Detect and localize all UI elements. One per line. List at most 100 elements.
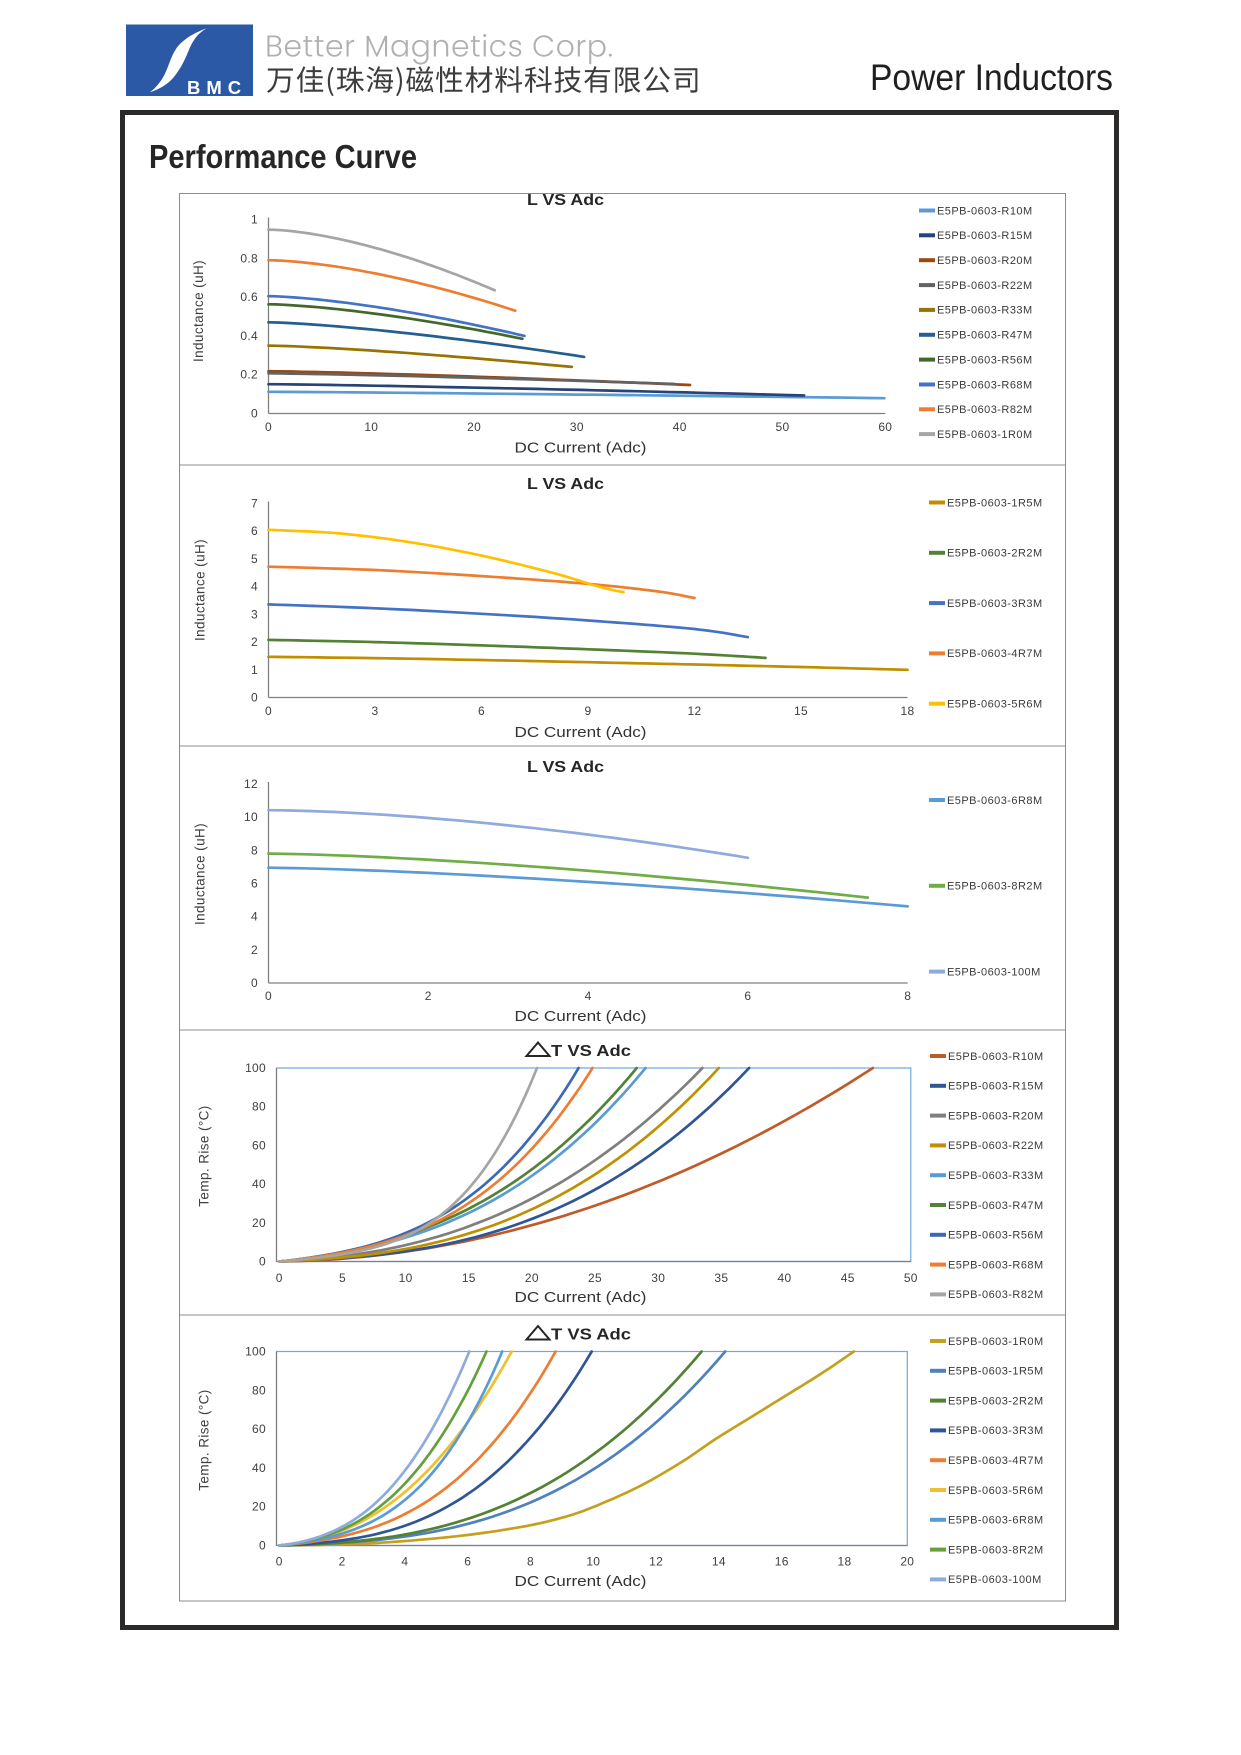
svg-text:E5PB-0603-R10M: E5PB-0603-R10M bbox=[937, 205, 1033, 217]
svg-text:Power Inductors: Power Inductors bbox=[870, 57, 1113, 98]
svg-text:E5PB-0603-100M: E5PB-0603-100M bbox=[948, 1574, 1042, 1586]
svg-text:Temp. Rise (°C): Temp. Rise (°C) bbox=[197, 1389, 212, 1490]
svg-text:20: 20 bbox=[525, 1271, 539, 1285]
svg-text:2: 2 bbox=[339, 1555, 346, 1569]
svg-text:80: 80 bbox=[252, 1100, 266, 1114]
svg-text:DC Current (Adc): DC Current (Adc) bbox=[515, 441, 647, 457]
svg-text:25: 25 bbox=[588, 1271, 602, 1285]
svg-text:E5PB-0603-1R0M: E5PB-0603-1R0M bbox=[937, 429, 1033, 441]
svg-text:E5PB-0603-R22M: E5PB-0603-R22M bbox=[948, 1140, 1044, 1152]
svg-text:20: 20 bbox=[252, 1500, 266, 1514]
svg-text:12: 12 bbox=[244, 777, 258, 791]
svg-text:40: 40 bbox=[778, 1271, 792, 1285]
svg-text:L VS Adc: L VS Adc bbox=[527, 476, 604, 493]
svg-text:DC Current (Adc): DC Current (Adc) bbox=[515, 1290, 647, 1306]
svg-text:4: 4 bbox=[251, 910, 258, 924]
svg-text:0: 0 bbox=[276, 1555, 283, 1569]
svg-text:45: 45 bbox=[841, 1271, 855, 1285]
svg-text:10: 10 bbox=[244, 810, 258, 824]
svg-text:L VS Adc: L VS Adc bbox=[527, 759, 604, 776]
svg-text:1: 1 bbox=[251, 213, 258, 227]
svg-text:5: 5 bbox=[251, 552, 258, 566]
svg-text:0: 0 bbox=[265, 704, 272, 718]
svg-text:0: 0 bbox=[276, 1271, 283, 1285]
svg-text:E5PB-0603-R68M: E5PB-0603-R68M bbox=[937, 379, 1033, 391]
svg-text:10: 10 bbox=[399, 1271, 413, 1285]
svg-text:6: 6 bbox=[251, 524, 258, 538]
svg-text:T VS Adc: T VS Adc bbox=[551, 1043, 631, 1060]
svg-text:T VS Adc: T VS Adc bbox=[551, 1327, 631, 1344]
svg-text:0.6: 0.6 bbox=[240, 290, 258, 304]
svg-text:E5PB-0603-R82M: E5PB-0603-R82M bbox=[948, 1289, 1044, 1301]
svg-text:60: 60 bbox=[252, 1422, 266, 1436]
svg-text:9: 9 bbox=[585, 704, 592, 718]
svg-text:4: 4 bbox=[401, 1555, 408, 1569]
svg-text:3: 3 bbox=[251, 607, 258, 621]
svg-text:E5PB-0603-R20M: E5PB-0603-R20M bbox=[948, 1110, 1044, 1122]
svg-text:E5PB-0603-1R5M: E5PB-0603-1R5M bbox=[947, 497, 1043, 509]
svg-text:E5PB-0603-R56M: E5PB-0603-R56M bbox=[948, 1230, 1044, 1242]
svg-text:E5PB-0603-R47M: E5PB-0603-R47M bbox=[937, 330, 1033, 342]
svg-text:L VS Adc: L VS Adc bbox=[527, 192, 604, 209]
svg-text:DC Current (Adc): DC Current (Adc) bbox=[515, 1574, 647, 1590]
svg-text:E5PB-0603-8R2M: E5PB-0603-8R2M bbox=[947, 881, 1043, 893]
svg-text:20: 20 bbox=[900, 1555, 914, 1569]
svg-text:60: 60 bbox=[252, 1138, 266, 1152]
svg-text:0.2: 0.2 bbox=[240, 368, 258, 382]
svg-text:40: 40 bbox=[252, 1177, 266, 1191]
svg-text:50: 50 bbox=[904, 1271, 918, 1285]
svg-text:30: 30 bbox=[651, 1271, 665, 1285]
svg-text:E5PB-0603-R22M: E5PB-0603-R22M bbox=[937, 280, 1033, 292]
svg-text:6: 6 bbox=[464, 1555, 471, 1569]
svg-text:20: 20 bbox=[252, 1216, 266, 1230]
svg-text:E5PB-0603-R15M: E5PB-0603-R15M bbox=[948, 1081, 1044, 1093]
svg-text:30: 30 bbox=[570, 420, 584, 434]
svg-text:4: 4 bbox=[251, 580, 258, 594]
svg-text:16: 16 bbox=[775, 1555, 789, 1569]
svg-text:12: 12 bbox=[649, 1555, 663, 1569]
svg-text:15: 15 bbox=[794, 704, 808, 718]
svg-text:8: 8 bbox=[904, 989, 911, 1003]
svg-text:80: 80 bbox=[252, 1383, 266, 1397]
svg-text:10: 10 bbox=[364, 420, 378, 434]
svg-text:12: 12 bbox=[688, 704, 702, 718]
svg-text:E5PB-0603-R33M: E5PB-0603-R33M bbox=[948, 1170, 1044, 1182]
svg-text:E5PB-0603-4R7M: E5PB-0603-4R7M bbox=[947, 648, 1043, 660]
svg-text:E5PB-0603-R68M: E5PB-0603-R68M bbox=[948, 1259, 1044, 1271]
svg-text:E5PB-0603-3R3M: E5PB-0603-3R3M bbox=[948, 1425, 1044, 1437]
svg-text:2: 2 bbox=[425, 989, 432, 1003]
svg-text:E5PB-0603-4R7M: E5PB-0603-4R7M bbox=[948, 1455, 1044, 1467]
svg-text:E5PB-0603-5R6M: E5PB-0603-5R6M bbox=[948, 1485, 1044, 1497]
svg-text:8: 8 bbox=[251, 843, 258, 857]
svg-text:E5PB-0603-2R2M: E5PB-0603-2R2M bbox=[947, 548, 1043, 560]
svg-text:0: 0 bbox=[251, 976, 258, 990]
svg-text:18: 18 bbox=[901, 704, 915, 718]
svg-text:E5PB-0603-R56M: E5PB-0603-R56M bbox=[937, 354, 1033, 366]
svg-text:7: 7 bbox=[251, 497, 258, 511]
svg-text:6: 6 bbox=[478, 704, 485, 718]
svg-text:E5PB-0603-R15M: E5PB-0603-R15M bbox=[937, 230, 1033, 242]
svg-text:50: 50 bbox=[776, 420, 790, 434]
svg-text:20: 20 bbox=[467, 420, 481, 434]
svg-text:40: 40 bbox=[673, 420, 687, 434]
svg-text:Temp. Rise (°C): Temp. Rise (°C) bbox=[197, 1105, 212, 1206]
svg-text:Performance Curve: Performance Curve bbox=[149, 138, 417, 175]
svg-text:0: 0 bbox=[265, 420, 272, 434]
svg-text:Inductance (uH): Inductance (uH) bbox=[193, 823, 208, 925]
svg-text:0: 0 bbox=[259, 1255, 266, 1269]
svg-text:35: 35 bbox=[714, 1271, 728, 1285]
svg-text:E5PB-0603-5R6M: E5PB-0603-5R6M bbox=[947, 699, 1043, 711]
svg-text:0: 0 bbox=[251, 407, 258, 421]
svg-text:40: 40 bbox=[252, 1461, 266, 1475]
svg-text:Inductance (uH): Inductance (uH) bbox=[193, 539, 208, 641]
svg-text:5: 5 bbox=[339, 1271, 346, 1285]
svg-text:E5PB-0603-2R2M: E5PB-0603-2R2M bbox=[948, 1395, 1044, 1407]
svg-text:15: 15 bbox=[462, 1271, 476, 1285]
svg-text:E5PB-0603-6R8M: E5PB-0603-6R8M bbox=[948, 1515, 1044, 1527]
svg-text:10: 10 bbox=[586, 1555, 600, 1569]
svg-text:DC Current (Adc): DC Current (Adc) bbox=[515, 725, 647, 741]
svg-text:E5PB-0603-3R3M: E5PB-0603-3R3M bbox=[947, 598, 1043, 610]
svg-text:100: 100 bbox=[245, 1345, 266, 1359]
svg-text:4: 4 bbox=[585, 989, 592, 1003]
svg-text:DC Current (Adc): DC Current (Adc) bbox=[515, 1009, 647, 1025]
